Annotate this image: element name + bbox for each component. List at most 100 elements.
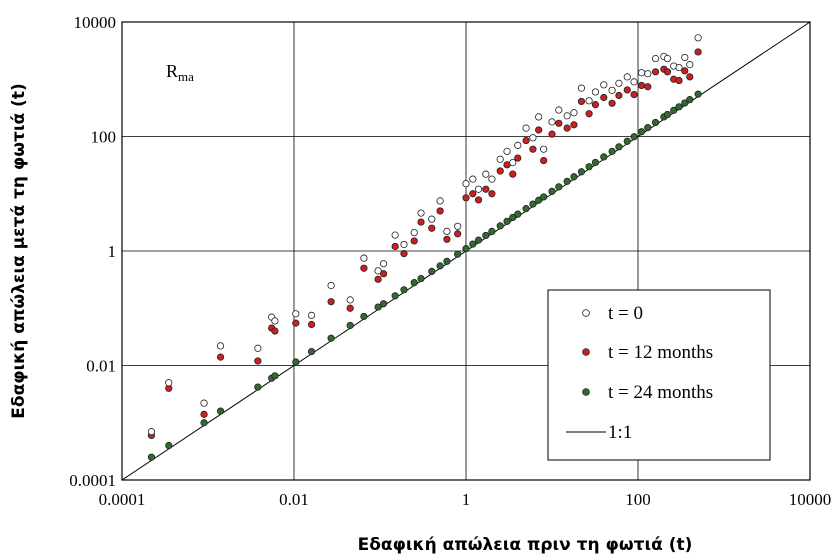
x-tick-label: 0.0001 <box>99 490 146 509</box>
legend-label-t-12-months: t = 12 months <box>608 342 713 363</box>
data-point <box>454 230 462 238</box>
data-point <box>374 275 382 283</box>
data-point <box>436 262 444 270</box>
data-point <box>469 240 477 248</box>
series-t-12-months <box>147 48 702 440</box>
data-point <box>585 97 593 105</box>
data-point <box>675 63 683 72</box>
y-tick-label: 1 <box>108 242 117 261</box>
data-point <box>651 118 660 127</box>
data-point <box>360 312 368 321</box>
data-point <box>271 327 279 335</box>
data-point <box>529 134 537 142</box>
x-tick-labels: 0.0001 0.01 1 100 10000 <box>99 490 832 509</box>
data-point <box>428 267 436 276</box>
data-point <box>535 113 543 121</box>
data-point <box>254 344 262 352</box>
data-point <box>540 145 548 153</box>
legend-label-t-24-months: t = 24 months <box>608 382 713 403</box>
data-point <box>577 97 586 106</box>
data-point <box>608 99 616 107</box>
data-point <box>623 137 631 145</box>
legend-box <box>547 289 771 461</box>
legend-label-t-0: t = 0 <box>608 303 643 324</box>
data-point <box>443 227 451 235</box>
legend-items: t = 0 t = 12 months t = 24 months 1:1 <box>566 303 713 443</box>
data-point <box>327 281 335 290</box>
data-point <box>548 187 556 195</box>
data-point <box>503 217 511 225</box>
data-point <box>548 130 556 138</box>
data-point <box>436 197 444 205</box>
data-point <box>623 86 631 94</box>
data-point <box>694 48 702 56</box>
data-point <box>509 213 517 222</box>
data-point <box>443 235 451 243</box>
data-point <box>681 53 689 62</box>
data-point <box>307 347 316 356</box>
data-point <box>637 128 646 136</box>
data-point <box>503 147 511 155</box>
plot-area <box>121 21 811 481</box>
data-point <box>292 310 300 318</box>
data-point <box>474 236 483 244</box>
series-t-0 <box>147 34 702 436</box>
data-point <box>663 54 672 63</box>
data-point <box>509 159 517 167</box>
data-point <box>488 227 496 235</box>
data-point <box>522 124 530 132</box>
data-point <box>522 136 530 145</box>
y-axis-title: Εδαφική απώλεια μετά τη φωτιά (t) <box>9 83 29 418</box>
data-point <box>681 67 689 75</box>
data-point <box>400 286 408 294</box>
data-point <box>360 264 368 272</box>
data-point <box>436 207 444 215</box>
data-point <box>555 183 563 191</box>
legend: t = 0 t = 12 months t = 24 months 1:1 <box>547 289 771 461</box>
data-point <box>216 342 225 350</box>
data-point <box>563 112 571 120</box>
annotation-main: R <box>166 61 178 81</box>
data-point <box>591 88 600 96</box>
data-point <box>391 231 399 239</box>
data-point <box>681 99 689 107</box>
data-point <box>462 245 470 253</box>
data-point <box>147 453 156 461</box>
data-point <box>454 250 462 258</box>
data-point <box>535 126 543 134</box>
data-point <box>591 101 600 109</box>
data-point <box>469 190 477 198</box>
data-point <box>462 180 470 188</box>
data-point <box>663 68 672 76</box>
data-point <box>615 79 623 87</box>
data-point <box>374 267 382 275</box>
data-point <box>271 317 279 325</box>
data-point <box>591 158 600 167</box>
data-point <box>637 69 646 77</box>
plot-border <box>121 21 811 481</box>
data-point <box>670 106 678 114</box>
data-point <box>540 156 548 165</box>
data-point <box>663 110 672 119</box>
data-point <box>200 399 208 407</box>
data-point <box>200 419 208 427</box>
legend-marker-t-24-months <box>582 388 590 396</box>
data-point <box>644 70 652 78</box>
data-point <box>694 90 702 98</box>
data-point <box>555 119 563 127</box>
data-point <box>496 167 504 175</box>
data-point <box>585 110 593 118</box>
y-tick-label: 100 <box>91 128 117 147</box>
data-point <box>254 357 262 365</box>
data-point <box>540 193 548 201</box>
data-point <box>454 222 462 230</box>
data-point <box>608 86 616 94</box>
data-point <box>165 379 173 387</box>
data-point <box>514 210 522 218</box>
annotation-rma: Rma <box>166 61 194 84</box>
x-tick-label: 10000 <box>789 490 832 509</box>
data-point <box>488 175 496 183</box>
data-point <box>374 303 382 311</box>
data-point <box>644 83 652 91</box>
